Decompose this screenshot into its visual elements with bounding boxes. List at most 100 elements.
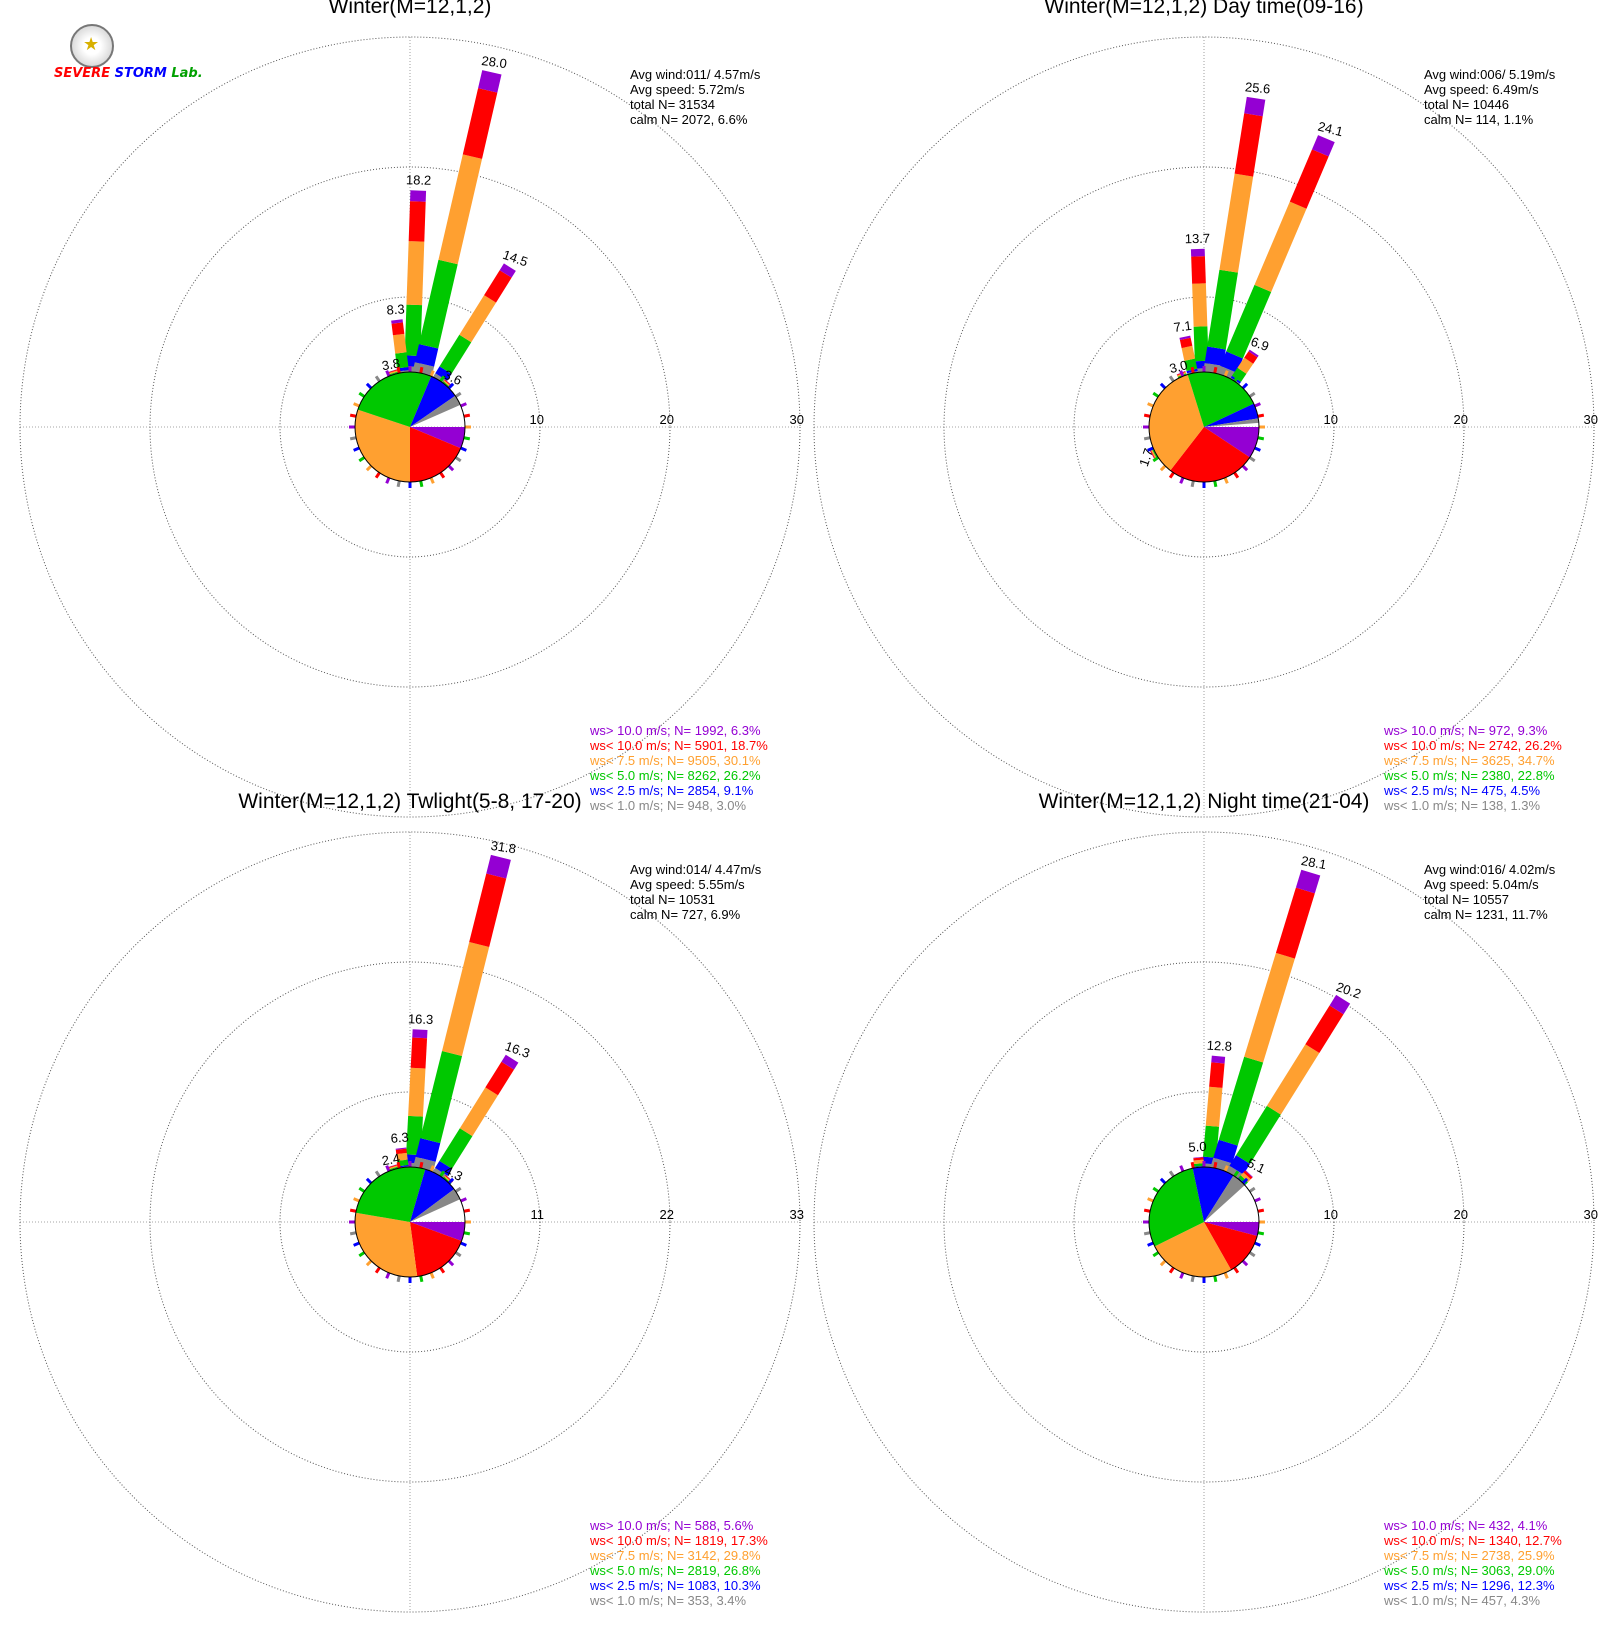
direction-tick [447,382,455,390]
direction-tick [454,1251,462,1258]
petal-value-label: 5.1 [1245,1155,1268,1176]
direction-tick [349,436,357,441]
petal-segment [1205,1086,1223,1127]
petal-segment [396,1152,408,1161]
legend-entry: ws< 2.5 m/s; N= 2854, 9.1% [589,783,754,798]
petal-segment [388,1165,398,1170]
petal-segment [1329,994,1351,1015]
direction-tick [419,1161,424,1169]
stats-line: Avg speed: 6.49m/s [1424,82,1539,97]
ring-label: 30 [1584,412,1598,427]
direction-tick [396,1161,401,1169]
petal-segment [1192,283,1208,327]
direction-tick [439,471,446,479]
direction-tick [353,1197,360,1203]
legend-entry: ws< 2.5 m/s; N= 475, 4.5% [1383,783,1541,798]
petal-segment [1305,1005,1344,1053]
direction-tick [1213,1275,1218,1283]
direction-tick [353,1241,360,1247]
legend-entry: ws< 5.0 m/s; N= 3063, 29.0% [1383,1563,1555,1578]
petal-value-label: 7.1 [1173,318,1193,335]
stats-line: total N= 10531 [630,892,715,907]
petal-segment [438,154,483,265]
petal-segment [1194,1165,1205,1168]
petal-segment [388,1164,398,1168]
direction-tick [439,1266,446,1274]
petal-segment [1231,367,1247,382]
windrose-panel: 10 20 30 13.7 25.6 24.1 6.9 7.1 3.0 1.7 Winter(M=1… [813,0,1598,818]
petal-segment [1248,349,1259,358]
direction-tick [463,1231,471,1236]
direction-tick [1233,471,1240,479]
direction-tick [1257,413,1265,418]
petal-segment [1226,284,1272,359]
petal-segment [1193,326,1209,362]
range-ring [19,36,801,818]
petal-segment [1209,1062,1225,1088]
direction-tick [1147,402,1154,408]
range-ring [1073,1091,1335,1353]
legend-entry: ws< 7.5 m/s; N= 3625, 34.7% [1383,753,1555,768]
ring-label: 20 [1454,1207,1468,1222]
direction-tick [1254,446,1261,452]
direction-tick [463,413,471,418]
panel-title: Winter(M=12,1,2) Night time(21-04) [1039,790,1370,813]
stats-line: Avg wind:011/ 4.57m/s [630,67,761,82]
petal-segment [1207,269,1238,350]
direction-tick [1159,1177,1167,1185]
stats-line: calm N= 114, 1.1% [1424,112,1534,127]
direction-tick [1179,1165,1185,1172]
stats-line: Avg wind:006/ 5.19m/s [1424,67,1556,82]
range-ring [813,831,1595,1613]
lab-logo-word: Lab. [171,66,203,81]
direction-tick [1233,375,1240,383]
petal-segment [444,379,453,386]
petal-value-label: 3.6 [442,367,465,388]
pie-slice [410,1222,465,1241]
petal-value-label: 24.1 [1316,119,1344,140]
petal [1203,96,1266,375]
petal-segment [439,334,472,374]
petal-value-label: 16.3 [408,1011,434,1027]
pie-slice [355,1166,426,1222]
pie-slice [410,1222,462,1277]
petal-segment [1204,346,1226,366]
direction-tick [1159,464,1167,472]
direction-tick [419,1275,424,1283]
petal-segment [391,322,405,336]
direction-tick [1241,1177,1249,1185]
pie-slice [1149,1168,1204,1247]
direction-tick [349,413,357,418]
direction-tick [1223,1165,1229,1172]
direction-tick [429,1165,435,1172]
petal-value-label: 8.3 [386,301,405,317]
direction-tick [1143,1231,1151,1236]
direction-tick [454,456,462,463]
direction-tick [1213,1161,1218,1169]
pie-slice [410,1169,455,1222]
windrose-panel: 10 20 3018.228.014.53.68.33.8Winter(M=12,1… [19,0,804,818]
pie-outline [354,371,466,483]
direction-tick [358,1186,366,1193]
pie-slice [410,1189,461,1222]
legend-entry: ws< 7.5 m/s; N= 3142, 29.8% [589,1548,761,1563]
petal-segment [388,1164,398,1168]
petal-segment [1226,1165,1244,1180]
petal-segment [486,854,511,879]
direction-tick [429,477,435,484]
stats-line: Avg speed: 5.04m/s [1424,877,1539,892]
petal-segment [1244,952,1295,1063]
petal-segment [388,369,398,374]
stats-line: calm N= 1231, 11.7% [1424,907,1548,922]
petal-value-label: 25.6 [1244,79,1271,96]
direction-tick [374,375,381,383]
direction-tick [1241,464,1249,472]
stats-line: total N= 10557 [1424,892,1509,907]
direction-tick [1179,370,1185,377]
petal-segment [462,88,498,159]
petal-segment [459,295,497,343]
petal-segment [1220,351,1243,373]
petal [412,70,502,376]
direction-tick [374,471,381,479]
